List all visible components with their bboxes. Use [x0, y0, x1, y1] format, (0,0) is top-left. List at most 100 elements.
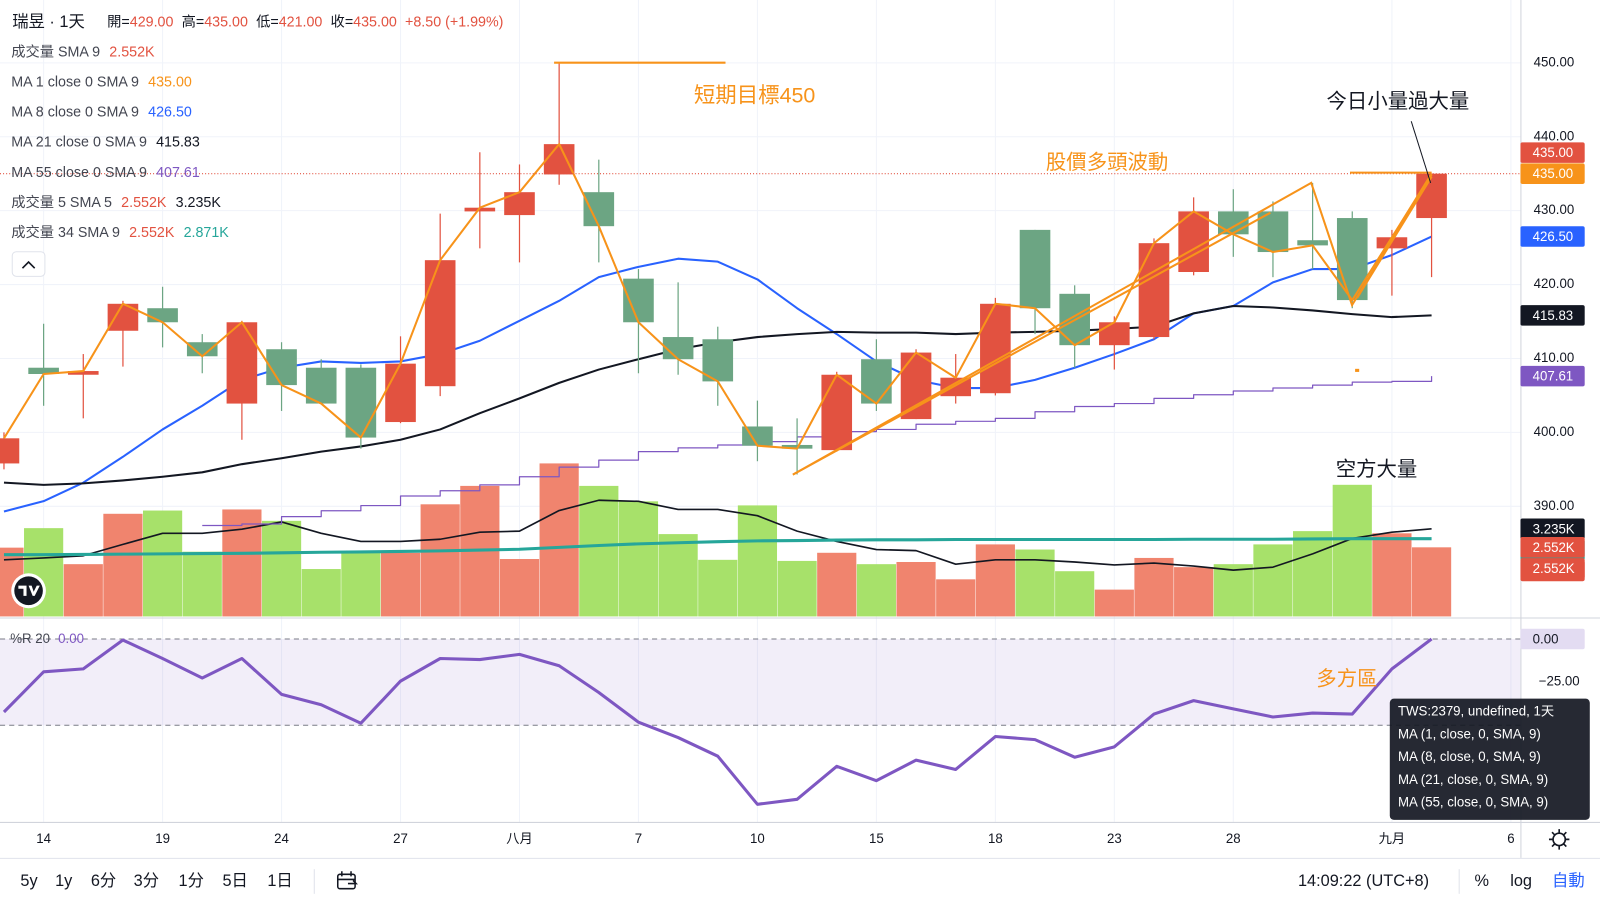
williams-r-pane: [0, 637, 1521, 806]
scale-option[interactable]: 自動: [1552, 872, 1585, 890]
volume-bar: [777, 560, 817, 617]
y-tick-label: 390.00: [1534, 498, 1575, 513]
candle-body: [1217, 211, 1249, 235]
trend-line: [792, 211, 1271, 476]
ohlc-value: 435.00: [204, 14, 248, 30]
range-button[interactable]: 1y: [55, 872, 73, 890]
candle-body: [424, 260, 456, 387]
legend-value: 415.83: [156, 134, 200, 150]
axis-badge-label: 426.50: [1533, 229, 1574, 244]
legend-value: 2.552K: [109, 44, 155, 60]
candle-body: [186, 342, 218, 357]
ohlc-value: 429.00: [130, 14, 174, 30]
ohlc-legend: 開=429.00 高=435.00 低=421.00 收=435.00 +8.50 (+…: [107, 13, 503, 30]
volume-bar: [698, 559, 738, 617]
range-button[interactable]: 3分: [134, 872, 159, 890]
bottom-toolbar: 5y 1y 6分 3分 1分 5日 1日 14:09:22 (UTC+8)% log 自動: [20, 869, 1585, 894]
ohlc-value: 435.00: [353, 14, 397, 30]
axis-badge-label: 407.61: [1533, 369, 1574, 384]
annotation: 股價多頭波動: [1046, 151, 1168, 174]
candle-body: [900, 352, 932, 420]
volume-bar: [975, 544, 1015, 617]
volume-bar: [1372, 533, 1412, 617]
indicator-value: 0.00: [58, 631, 84, 646]
close-line: [3, 143, 1433, 450]
volume-bar: [737, 505, 778, 617]
axis-badge: [1520, 365, 1585, 387]
volume-bar: [1411, 547, 1452, 617]
candle-body: [504, 192, 535, 216]
axis-badge-label: 435.00: [1533, 145, 1574, 160]
y-tick-label: 420.00: [1534, 276, 1575, 291]
volume-bar: [261, 520, 302, 617]
indicator-name: %R 20: [10, 631, 50, 646]
volume-ma-line: [3, 537, 1432, 557]
legend-value: 435.00: [148, 74, 192, 90]
x-tick-label: 28: [1226, 831, 1241, 846]
symbol-title: 瑞昱 · 1天: [12, 13, 85, 31]
tooltip-line: MA (1, close, 0, SMA, 9): [1398, 726, 1541, 741]
range-button[interactable]: 6分: [91, 872, 116, 890]
volume-bar: [103, 513, 143, 617]
candle-body: [1257, 211, 1289, 253]
volume-bar: [63, 564, 103, 617]
axis-badge-label: 3.235K: [1533, 521, 1575, 536]
candle-body: [662, 337, 694, 360]
candle-body: [1019, 229, 1051, 309]
x-tick-label: 19: [155, 831, 170, 846]
legend-name: MA 1 close 0 SMA 9: [11, 74, 139, 90]
indicator-legend: 成交量 SMA 9 2.552K MA 1 close 0 SMA 9 435.00 M…: [11, 42, 229, 241]
candle-body: [543, 144, 575, 175]
candle-body: [821, 374, 853, 451]
ohlc-name: 收=: [331, 13, 354, 30]
x-tick-label: 10: [750, 831, 765, 846]
candle-body: [1138, 243, 1170, 338]
volume-bar: [301, 569, 341, 617]
legend-row: 成交量 SMA 9 2.552K: [11, 42, 155, 60]
range-button[interactable]: 1分: [179, 872, 204, 890]
calendar-icon-lines[interactable]: [337, 871, 358, 885]
scale-option[interactable]: log: [1510, 872, 1532, 890]
tooltip-line: MA (8, close, 0, SMA, 9): [1398, 749, 1541, 764]
volume-bar: [1332, 484, 1372, 617]
legend-value: 407.61: [156, 165, 200, 181]
volume-ma-line: [3, 499, 1432, 571]
trend-line: [1356, 176, 1433, 299]
scale-option[interactable]: %: [1474, 872, 1489, 890]
date-range-button[interactable]: [336, 871, 358, 890]
annotation: 空方大量: [1336, 458, 1418, 481]
volume-bar: [1174, 567, 1214, 617]
x-tick-label: 八月: [506, 831, 533, 846]
x-tick-label: 27: [393, 831, 408, 846]
tooltip: TWS:2379, undefined, 1天 MA (1, close, 0, …: [1389, 698, 1590, 820]
axes: 450.00 440.00 430.00 420.00 410.00 400.00 390.…: [36, 54, 1579, 846]
tooltip-box: [1389, 698, 1590, 820]
tooltip-line: MA (21, close, 0, SMA, 9): [1398, 772, 1548, 787]
candle-body: [702, 339, 734, 382]
gear-teeth[interactable]: [1548, 829, 1570, 850]
collapse-button-frame[interactable]: [11, 251, 46, 277]
legend-name: MA 8 close 0 SMA 9: [11, 104, 139, 120]
volume-bar: [182, 551, 222, 617]
settings-button[interactable]: [1548, 829, 1570, 850]
x-tick-label: 九月: [1379, 831, 1406, 846]
chevron-icon[interactable]: [21, 260, 36, 269]
range-button[interactable]: 1日: [267, 872, 292, 890]
range-button[interactable]: 5y: [20, 872, 38, 890]
legend-value: 426.50: [148, 104, 192, 120]
ohlc-name: 高=: [182, 13, 205, 30]
candle-body: [226, 322, 258, 404]
range-button[interactable]: 5日: [222, 872, 247, 890]
logo-mark: [18, 585, 40, 596]
candle-body: [67, 371, 99, 375]
legend-row: MA 21 close 0 SMA 9 415.83: [11, 134, 200, 150]
volume-bar: [1134, 557, 1174, 617]
ohlc-name: 低=: [256, 13, 279, 30]
tooltip-line: TWS:2379, undefined, 1天: [1398, 703, 1554, 718]
candle-body: [623, 278, 654, 323]
volume-bar: [341, 552, 381, 617]
collapse-button[interactable]: [11, 251, 46, 277]
